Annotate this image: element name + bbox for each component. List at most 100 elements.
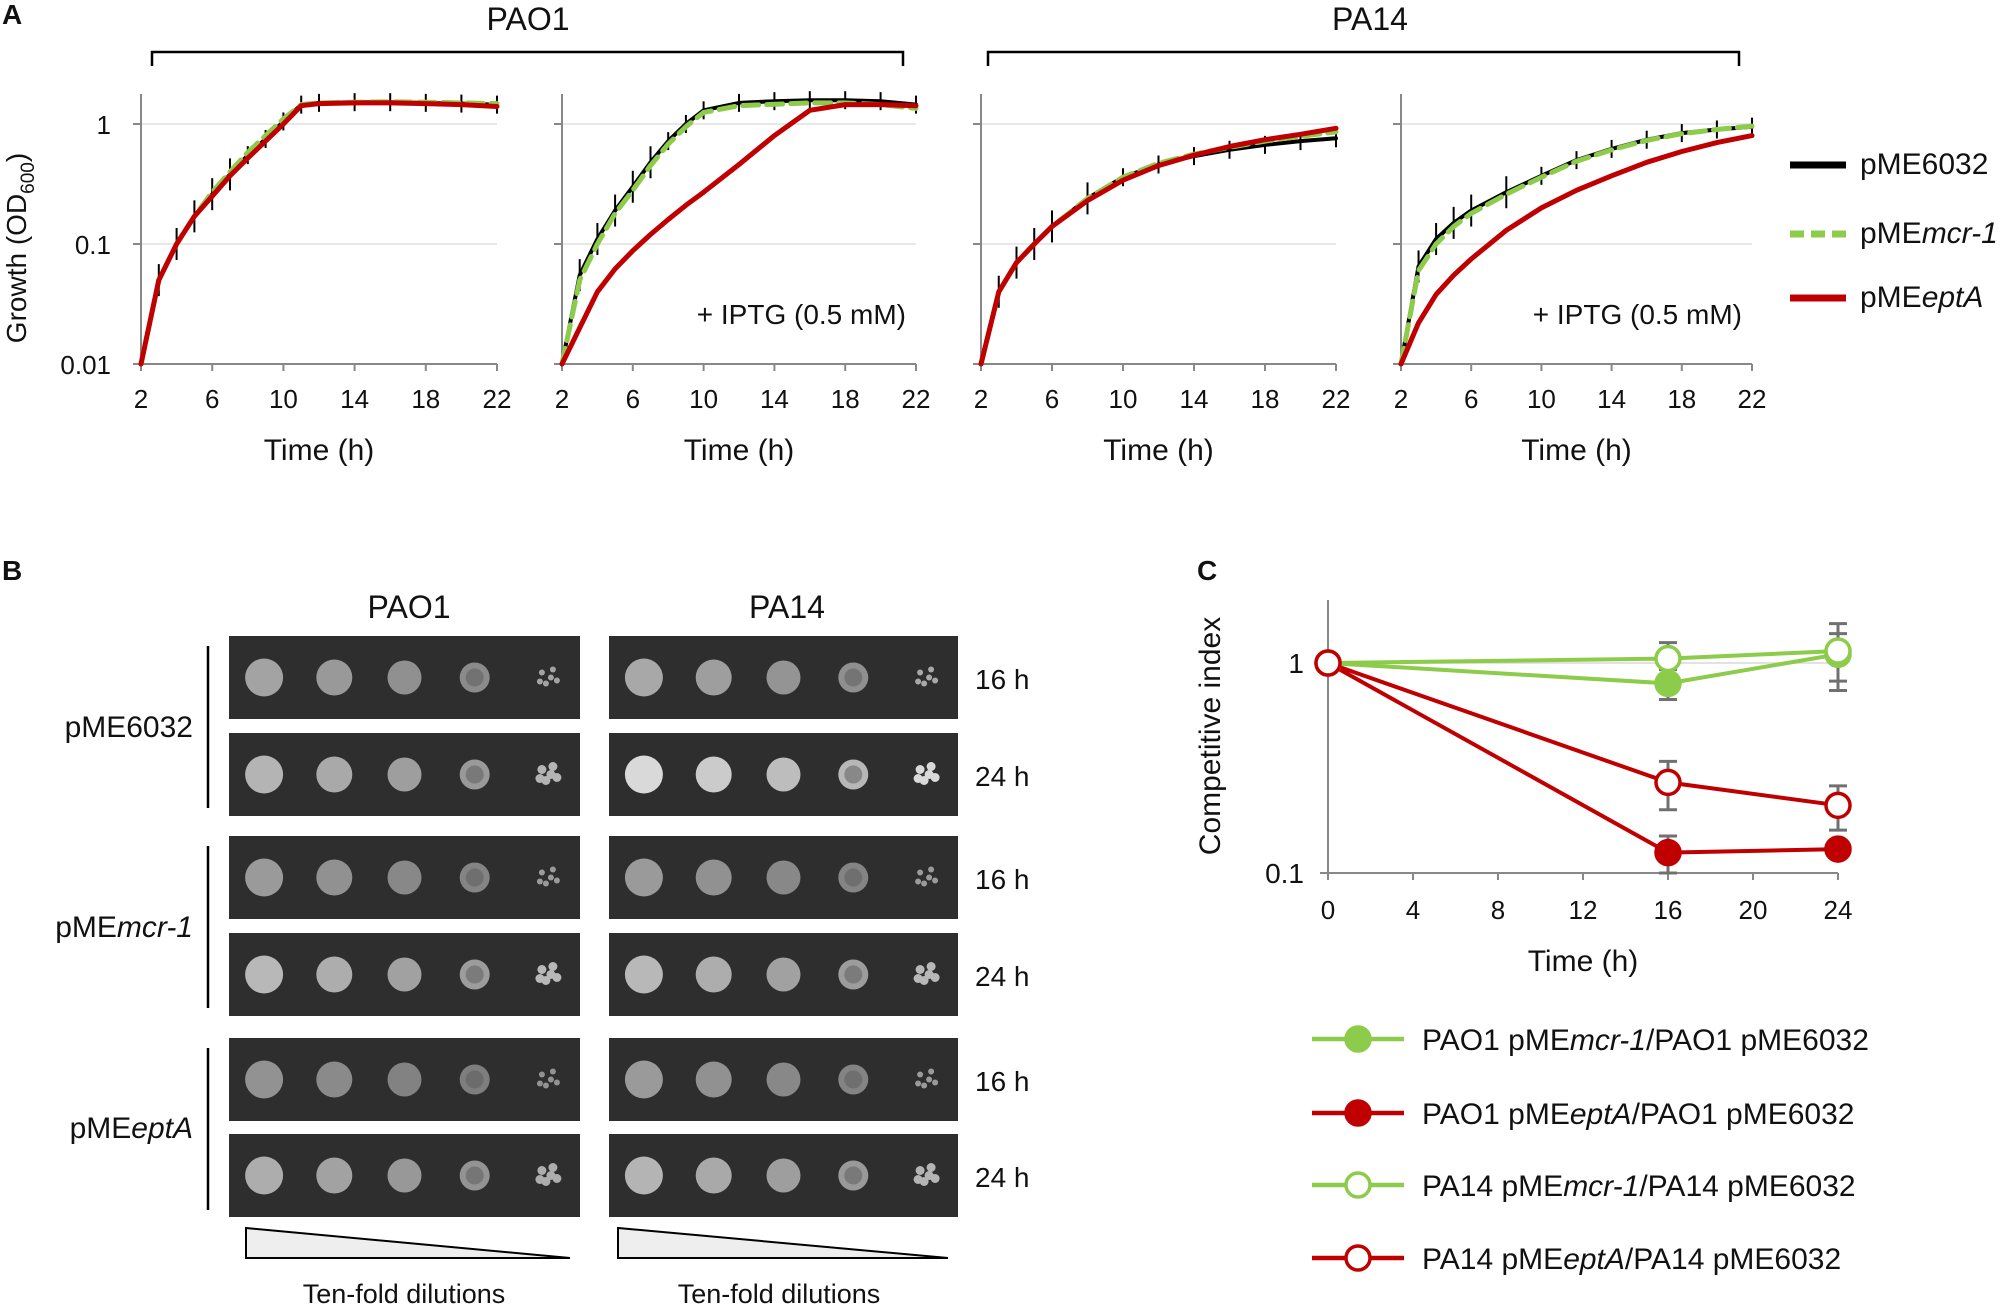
x-tick-label: 2 bbox=[134, 384, 148, 414]
single-colony bbox=[547, 674, 554, 681]
single-colony bbox=[542, 1082, 549, 1089]
x-tick-label: 18 bbox=[1251, 384, 1280, 414]
colony-spot bbox=[766, 660, 801, 695]
series-line-black bbox=[139, 100, 499, 366]
single-colony bbox=[538, 669, 545, 676]
x-tick-label: 14 bbox=[1597, 384, 1626, 414]
single-colony bbox=[536, 1080, 543, 1087]
single-colony bbox=[915, 1166, 925, 1175]
single-colony bbox=[928, 866, 935, 873]
ci-legend-marker bbox=[1344, 1244, 1372, 1272]
colony-spot bbox=[387, 957, 422, 992]
colony-spot bbox=[387, 660, 422, 695]
colony-spot-texture bbox=[844, 1166, 863, 1185]
growth-legend: pME6032 pMEmcr-1 pMEeptA bbox=[1790, 148, 1998, 314]
x-tick-label: 14 bbox=[760, 384, 789, 414]
time-label: 24 h bbox=[975, 961, 1030, 992]
x-tick-label: 6 bbox=[205, 384, 219, 414]
x-tick-label: 18 bbox=[831, 384, 860, 414]
single-colony bbox=[924, 1171, 934, 1180]
colony-spot bbox=[695, 859, 732, 896]
single-colony bbox=[932, 877, 939, 884]
time-label: 24 h bbox=[975, 1162, 1030, 1193]
single-colony bbox=[536, 678, 543, 685]
colony-spot bbox=[316, 956, 353, 993]
single-colony bbox=[535, 774, 545, 783]
single-colony bbox=[535, 1175, 545, 1184]
x-tick-label: 22 bbox=[483, 384, 512, 414]
x-tick-label: 24 bbox=[1824, 895, 1853, 925]
ci-series-line bbox=[1327, 649, 1839, 665]
single-colony bbox=[548, 1163, 558, 1172]
colony-spot bbox=[695, 1061, 732, 1098]
series-line-green bbox=[138, 99, 500, 367]
single-colony bbox=[917, 669, 924, 676]
colony-spot-texture bbox=[465, 1070, 484, 1089]
series-line-red bbox=[978, 125, 1339, 367]
colony-spot bbox=[624, 658, 663, 697]
ci-legend-label: PAO1 pMEmcr-1/PAO1 pME6032 bbox=[1422, 1024, 1869, 1057]
single-colony bbox=[536, 878, 543, 885]
plasmid-label: pMEeptA bbox=[70, 1112, 193, 1145]
y-tick-label: 0.1 bbox=[1265, 858, 1304, 889]
y-tick-label: 1 bbox=[97, 110, 111, 140]
x-tick-label: 10 bbox=[269, 384, 298, 414]
single-colony bbox=[915, 1080, 922, 1087]
colony-spot bbox=[624, 1156, 663, 1195]
growth-chart-pao1: 0.01 0.1 1 2 6 10 14 18 22 Time (h) bbox=[60, 93, 511, 467]
single-colony bbox=[553, 1079, 560, 1086]
y-tick-label: 1 bbox=[1288, 648, 1304, 679]
x-tick-label: 22 bbox=[1738, 384, 1767, 414]
growth-y-axis-label: Growth (OD600) bbox=[1, 153, 39, 343]
panel-label-b: B bbox=[2, 555, 22, 586]
single-colony bbox=[549, 666, 556, 673]
single-colony bbox=[926, 962, 936, 971]
dilution-label: Ten-fold dilutions bbox=[303, 1279, 506, 1308]
single-colony bbox=[913, 974, 923, 983]
series-line-red bbox=[559, 102, 919, 367]
colony-spot-texture bbox=[465, 868, 484, 887]
colony-spot bbox=[245, 658, 284, 697]
single-colony bbox=[926, 1076, 933, 1083]
single-colony bbox=[921, 1082, 928, 1089]
spot-assay: PAO1 PA14 pME6032 pMEmcr-1 pMEeptA 16 h 24 h 16… bbox=[55, 589, 1029, 1308]
single-colony bbox=[915, 878, 922, 885]
x-axis-label: Time (h) bbox=[1528, 945, 1639, 978]
ci-point bbox=[1824, 835, 1852, 863]
colony-spot bbox=[766, 757, 801, 792]
x-tick-label: 16 bbox=[1654, 895, 1683, 925]
colony-spot bbox=[766, 1158, 801, 1193]
colony-spot bbox=[387, 860, 422, 895]
x-tick-label: 14 bbox=[1180, 384, 1209, 414]
colony-spot-texture bbox=[844, 965, 863, 984]
single-colony bbox=[546, 1171, 556, 1180]
colony-spot-texture bbox=[465, 668, 484, 687]
colony-spot bbox=[316, 1061, 353, 1098]
ci-point bbox=[1654, 838, 1682, 867]
single-colony bbox=[553, 677, 560, 684]
single-colony bbox=[913, 774, 923, 783]
colony-spot bbox=[766, 1062, 801, 1097]
ci-legend-marker bbox=[1344, 1171, 1372, 1199]
ci-point bbox=[1824, 791, 1852, 820]
ci-legend-label: PA14 pMEeptA/PA14 pME6032 bbox=[1422, 1243, 1841, 1276]
single-colony bbox=[547, 874, 554, 881]
single-colony bbox=[928, 666, 935, 673]
group-bracket-pa14: PA14 bbox=[986, 1, 1741, 66]
x-tick-label: 22 bbox=[1322, 384, 1351, 414]
x-tick-label: 2 bbox=[974, 384, 988, 414]
x-tick-label: 22 bbox=[902, 384, 931, 414]
single-colony bbox=[917, 1071, 924, 1078]
colony-spot bbox=[245, 955, 284, 994]
y-tick-label: 0.1 bbox=[75, 230, 111, 260]
single-colony bbox=[546, 970, 556, 979]
growth-chart-pa14: 2 6 10 14 18 22 Time (h) bbox=[973, 94, 1350, 467]
x-tick-label: 20 bbox=[1739, 895, 1768, 925]
x-tick-label: 18 bbox=[1667, 384, 1696, 414]
colony-spot bbox=[624, 858, 663, 897]
colony-spot bbox=[245, 858, 284, 897]
ci-legend-label: PA14 pMEmcr-1/PA14 pME6032 bbox=[1422, 1170, 1856, 1203]
time-label: 24 h bbox=[975, 761, 1030, 792]
ci-point bbox=[1654, 768, 1682, 797]
